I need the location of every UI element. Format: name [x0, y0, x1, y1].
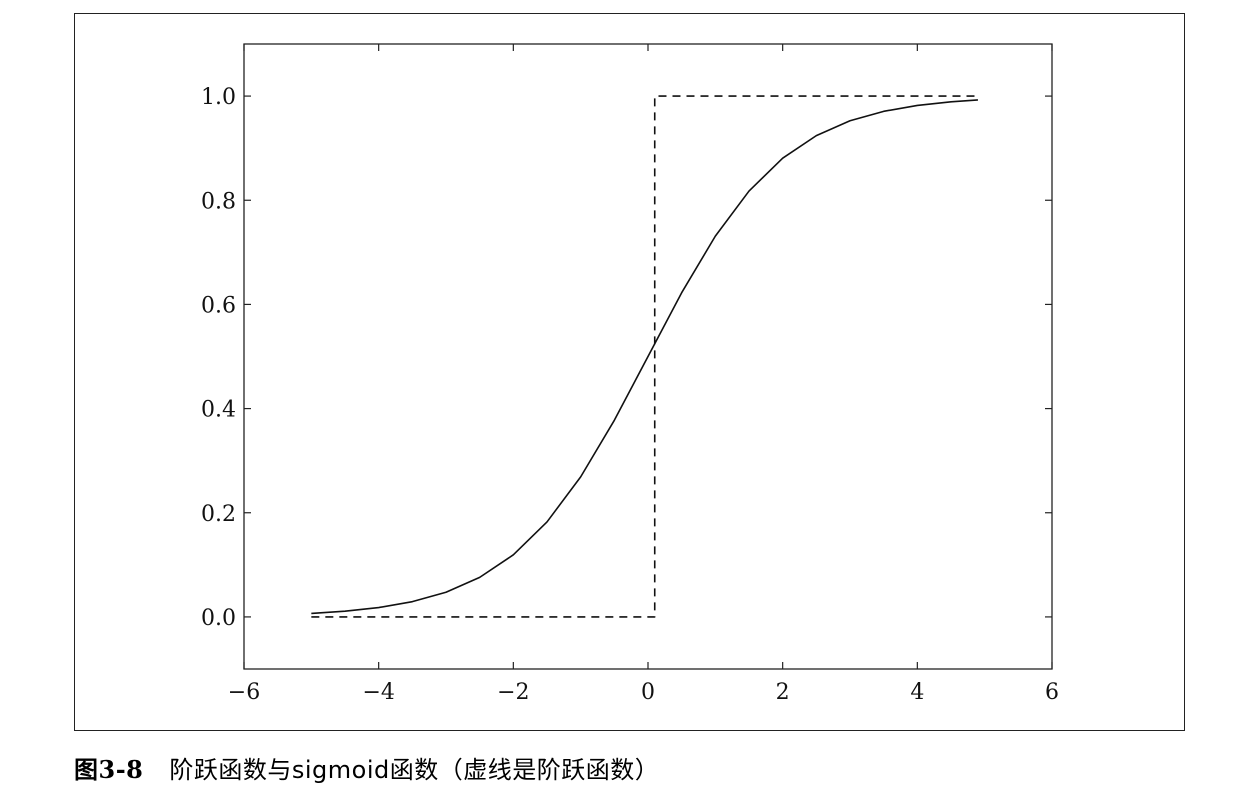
x-tick-label: 2 [776, 680, 790, 705]
y-tick-label: 0.8 [201, 189, 236, 214]
sigmoid-step-chart: −6 −4 −2 0 2 4 6 0.0 0.2 0.4 0.6 0.8 1.0 [201, 43, 1059, 705]
y-tick-label: 0.0 [201, 606, 236, 631]
x-tick-label: −4 [362, 680, 394, 705]
x-tick-label: 0 [641, 680, 655, 705]
sigmoid-function-line [311, 99, 978, 615]
x-tick-label: 4 [910, 680, 924, 705]
figure-caption: 图3-8 阶跃函数与sigmoid函数（虚线是阶跃函数） [74, 750, 659, 785]
figure-frame [74, 13, 1185, 731]
y-tick-label: 0.6 [201, 293, 236, 318]
x-tick-label: −6 [228, 680, 260, 705]
figure-caption-text: 阶跃函数与sigmoid函数（虚线是阶跃函数） [169, 756, 660, 784]
y-tick-label: 0.2 [201, 502, 236, 527]
step-function-line [311, 95, 978, 618]
y-tick-label: 1.0 [201, 85, 236, 110]
x-tick-label: 6 [1045, 680, 1059, 705]
y-tick-label: 0.4 [201, 398, 236, 423]
x-tick-label: −2 [497, 680, 529, 705]
figure-number: 图3-8 [74, 755, 144, 784]
